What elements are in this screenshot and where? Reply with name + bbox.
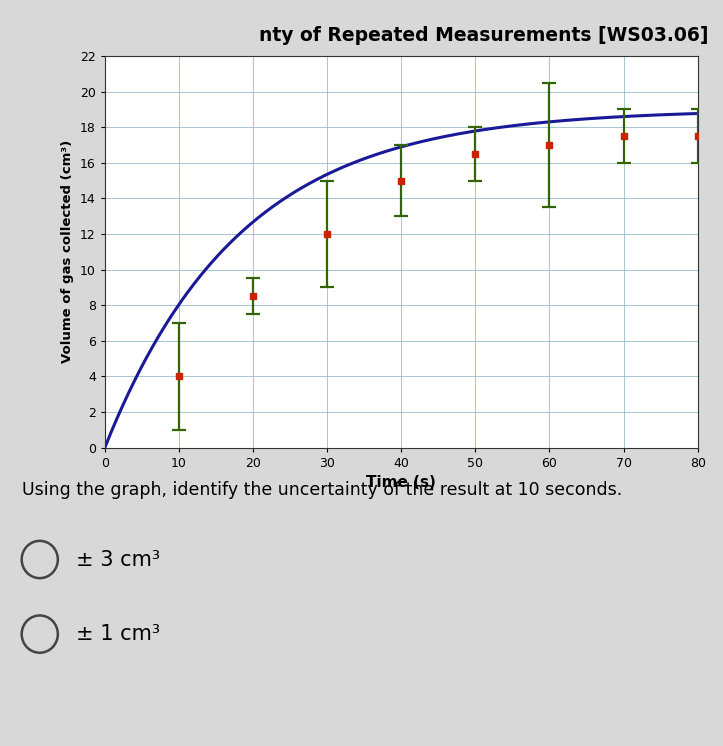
Y-axis label: Volume of gas collected (cm³): Volume of gas collected (cm³) — [61, 140, 74, 363]
Text: nty of Repeated Measurements [WS03.06]: nty of Repeated Measurements [WS03.06] — [259, 26, 709, 45]
Text: Using the graph, identify the uncertainty of the result at 10 seconds.: Using the graph, identify the uncertaint… — [22, 481, 622, 499]
Text: ± 1 cm³: ± 1 cm³ — [76, 624, 160, 644]
X-axis label: Time (s): Time (s) — [367, 475, 436, 490]
Text: ± 3 cm³: ± 3 cm³ — [76, 550, 160, 569]
